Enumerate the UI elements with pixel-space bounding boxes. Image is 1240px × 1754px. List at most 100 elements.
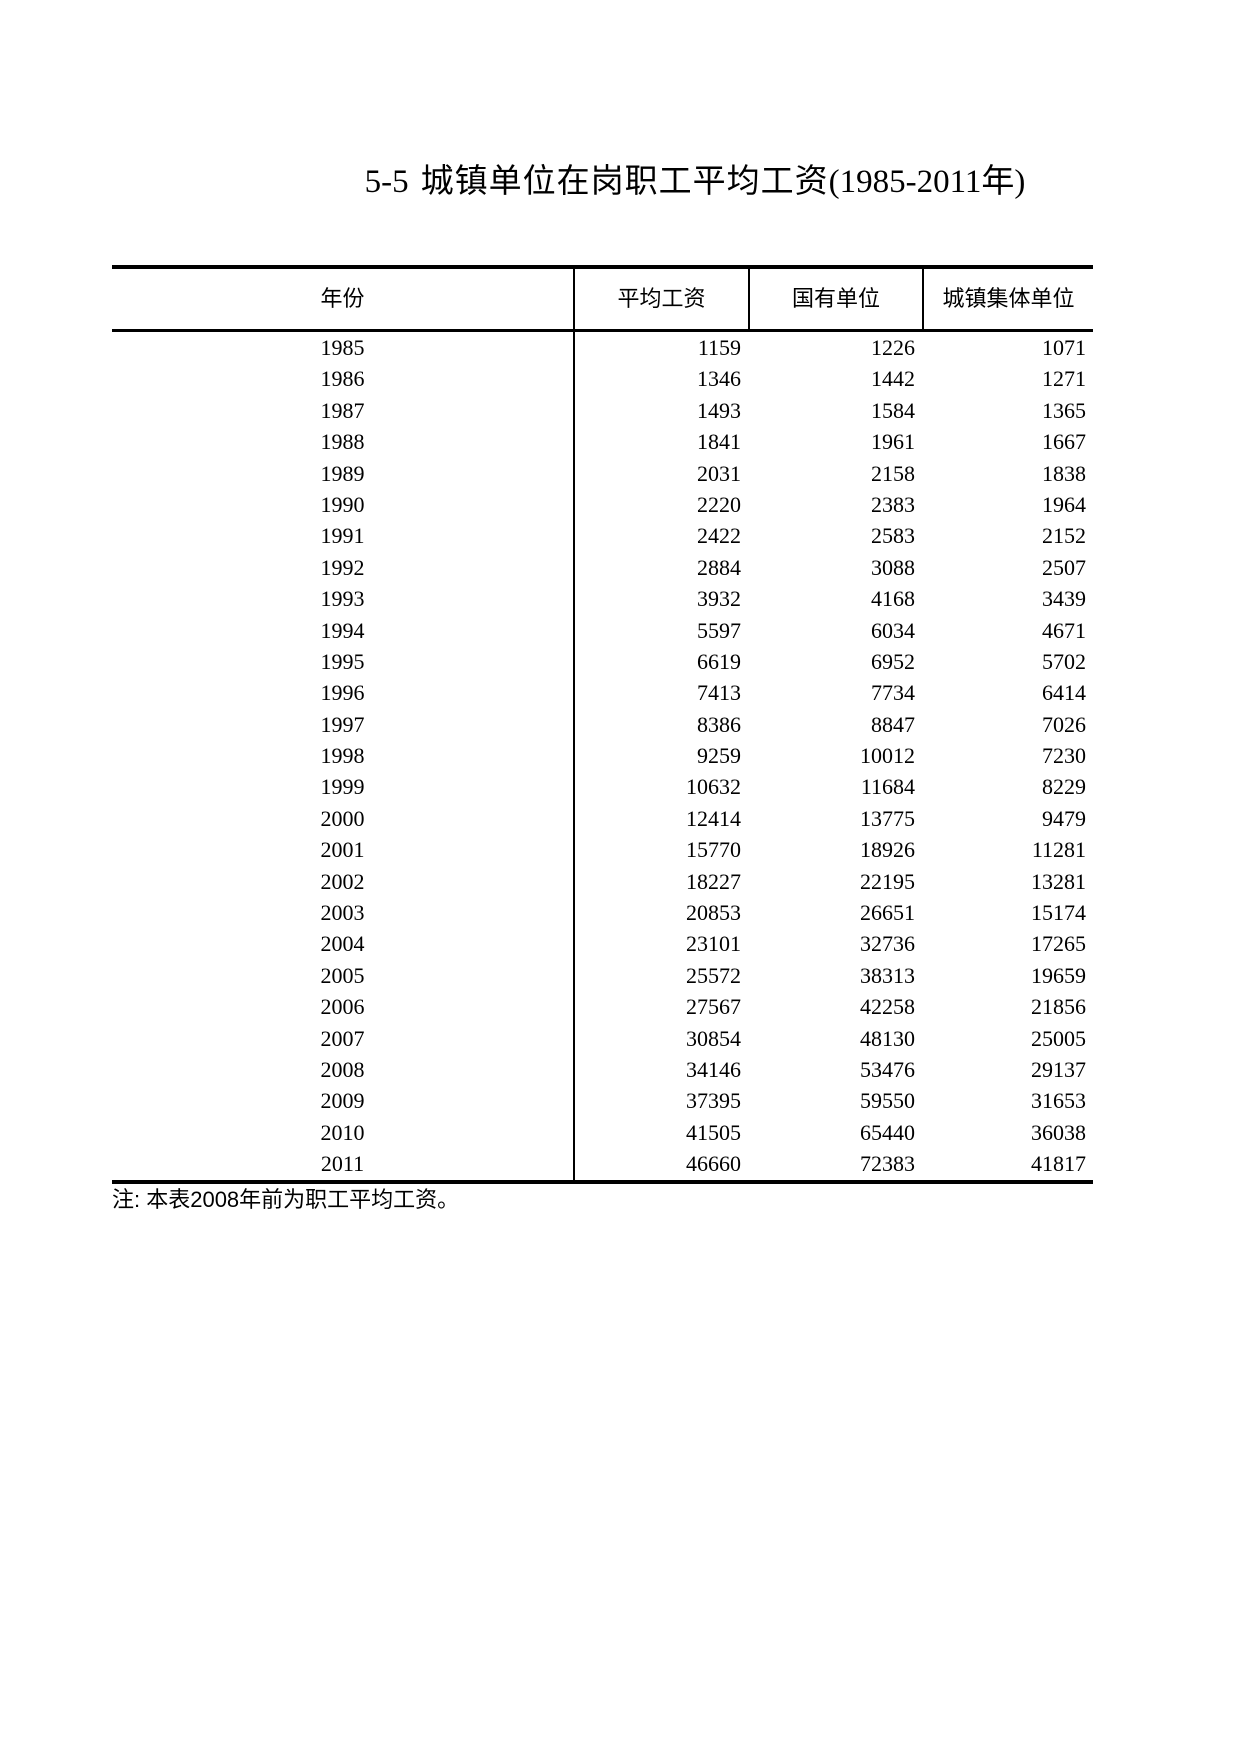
year-cell: 2001 (320, 837, 365, 863)
average-wage-cell: 34146 (573, 1053, 748, 1086)
state-owned-units-cell: 38313 (860, 962, 915, 988)
average-wage-cell: 25572 (573, 959, 748, 992)
wage-table: 年份 平均工资 国有单位 城镇集体单位 1985 1159 1226 1071 … (112, 265, 1093, 1184)
table-row: 1991 2422 2583 2152 (112, 520, 1093, 552)
table-row: 2009 37395 59550 31653 (112, 1085, 1093, 1117)
average-wage-cell: 1493 (573, 394, 748, 427)
state-owned-units-cell: 59550 (860, 1088, 915, 1114)
year-cell: 2004 (320, 931, 365, 957)
year-cell: 1985 (320, 335, 365, 360)
average-wage-cell: 46660 (573, 1148, 748, 1180)
table-row: 2011 46660 72383 41817 (112, 1148, 1093, 1180)
table-row: 2005 25572 38313 19659 (112, 959, 1093, 992)
urban-collective-units-cell: 3439 (1042, 586, 1086, 612)
average-wage-cell: 30854 (573, 1022, 748, 1054)
year-cell: 1995 (320, 648, 365, 674)
urban-collective-units-cell: 7026 (1042, 711, 1086, 737)
urban-collective-units-cell: 1071 (1042, 335, 1086, 360)
table-body: 1985 1159 1226 1071 1986 1346 1442 1271 … (112, 332, 1093, 1180)
average-wage-cell: 37395 (573, 1085, 748, 1117)
urban-collective-units-cell: 1271 (1042, 366, 1086, 392)
year-cell: 2011 (320, 1151, 365, 1177)
state-owned-units-cell: 1226 (871, 335, 915, 360)
average-wage-cell: 23101 (573, 928, 748, 960)
year-cell: 2000 (320, 805, 365, 831)
column-header-urban-collective-units: 城镇集体单位 (922, 269, 1093, 329)
year-cell: 1997 (320, 711, 365, 737)
urban-collective-units-cell: 2507 (1042, 554, 1086, 580)
urban-collective-units-cell: 8229 (1042, 774, 1086, 800)
page-title: 5-5 城镇单位在岗职工平均工资(1985-2011年) (365, 160, 1026, 203)
table-row: 1985 1159 1226 1071 (112, 332, 1093, 364)
average-wage-cell: 3932 (573, 583, 748, 615)
year-cell: 1986 (320, 366, 365, 392)
table-row: 1988 1841 1961 1667 (112, 426, 1093, 458)
year-cell: 2007 (320, 1025, 365, 1051)
table-row: 2004 23101 32736 17265 (112, 928, 1093, 960)
table-row: 2006 27567 42258 21856 (112, 991, 1093, 1023)
year-cell: 1994 (320, 617, 365, 643)
urban-collective-units-cell: 9479 (1042, 805, 1086, 831)
table-row: 1996 7413 7734 6414 (112, 677, 1093, 709)
average-wage-cell: 5597 (573, 614, 748, 646)
average-wage-cell: 2884 (573, 551, 748, 584)
year-cell: 1993 (320, 586, 365, 612)
year-cell: 1996 (320, 680, 365, 706)
table-row: 2003 20853 26651 15174 (112, 897, 1093, 929)
urban-collective-units-cell: 31653 (1031, 1088, 1086, 1114)
table-row: 1990 2220 2383 1964 (112, 488, 1093, 521)
state-owned-units-cell: 48130 (860, 1025, 915, 1051)
table-row: 1999 10632 11684 8229 (112, 771, 1093, 803)
urban-collective-units-cell: 21856 (1031, 994, 1086, 1020)
average-wage-cell: 7413 (573, 677, 748, 709)
state-owned-units-cell: 65440 (860, 1119, 915, 1145)
urban-collective-units-cell: 2152 (1042, 523, 1086, 549)
average-wage-cell: 15770 (573, 834, 748, 866)
urban-collective-units-cell: 36038 (1031, 1119, 1086, 1145)
average-wage-cell: 20853 (573, 897, 748, 929)
urban-collective-units-cell: 7230 (1042, 743, 1086, 769)
state-owned-units-cell: 10012 (860, 743, 915, 769)
urban-collective-units-cell: 4671 (1042, 617, 1086, 643)
state-owned-units-cell: 11684 (860, 774, 915, 800)
urban-collective-units-cell: 1964 (1042, 491, 1086, 517)
year-cell: 2003 (320, 900, 365, 926)
table-row: 2000 12414 13775 9479 (112, 802, 1093, 835)
state-owned-units-cell: 1442 (871, 366, 915, 392)
average-wage-cell: 9259 (573, 740, 748, 772)
average-wage-cell: 18227 (573, 865, 748, 898)
table-row: 2008 34146 53476 29137 (112, 1053, 1093, 1086)
year-cell: 1987 (320, 397, 365, 423)
urban-collective-units-cell: 29137 (1031, 1056, 1086, 1082)
urban-collective-units-cell: 1667 (1042, 429, 1086, 455)
average-wage-cell: 6619 (573, 645, 748, 678)
year-cell: 2005 (320, 962, 365, 988)
urban-collective-units-cell: 41817 (1031, 1151, 1086, 1177)
average-wage-cell: 2220 (573, 488, 748, 521)
average-wage-cell: 2422 (573, 520, 748, 552)
table-row: 1994 5597 6034 4671 (112, 614, 1093, 646)
table-row: 1986 1346 1442 1271 (112, 363, 1093, 395)
urban-collective-units-cell: 1838 (1042, 460, 1086, 486)
year-cell: 1988 (320, 429, 365, 455)
average-wage-cell: 10632 (573, 771, 748, 803)
urban-collective-units-cell: 5702 (1042, 648, 1086, 674)
average-wage-cell: 12414 (573, 802, 748, 835)
urban-collective-units-cell: 13281 (1031, 868, 1086, 894)
table-row: 2010 41505 65440 36038 (112, 1116, 1093, 1149)
table-number: 5-5 (364, 164, 409, 200)
urban-collective-units-cell: 19659 (1031, 962, 1086, 988)
average-wage-cell: 1159 (573, 332, 748, 364)
state-owned-units-cell: 2583 (871, 523, 915, 549)
average-wage-cell: 1841 (573, 426, 748, 458)
table-header-row: 年份 平均工资 国有单位 城镇集体单位 (112, 269, 1093, 332)
table-row: 1989 2031 2158 1838 (112, 457, 1093, 489)
year-cell: 1992 (320, 554, 365, 580)
state-owned-units-cell: 22195 (860, 868, 915, 894)
urban-collective-units-cell: 25005 (1031, 1025, 1086, 1051)
state-owned-units-cell: 4168 (871, 586, 915, 612)
year-cell: 1991 (320, 523, 365, 549)
year-cell: 1990 (320, 491, 365, 517)
column-header-year: 年份 (320, 286, 365, 311)
table-row: 1993 3932 4168 3439 (112, 583, 1093, 615)
